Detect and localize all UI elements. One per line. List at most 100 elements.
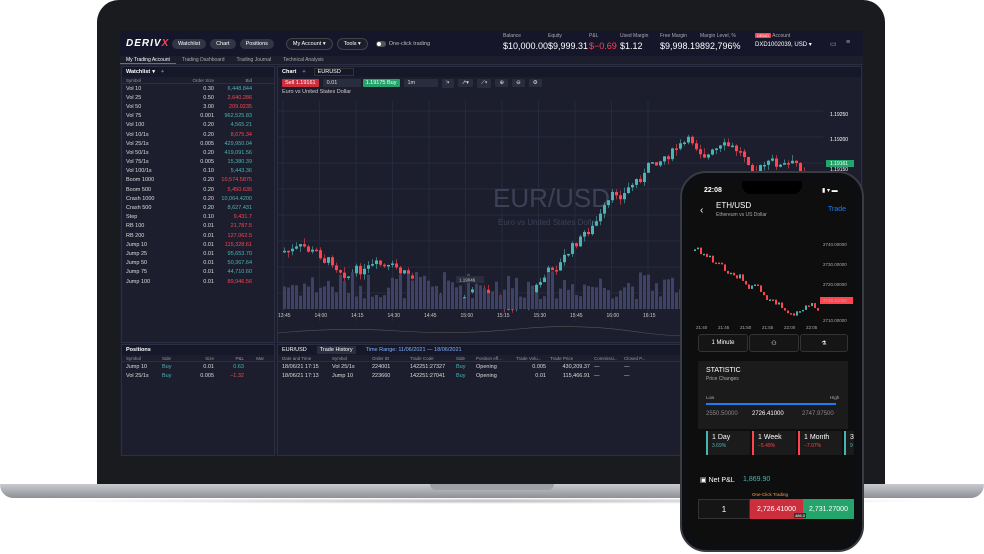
history-tab[interactable]: Trade History xyxy=(316,346,356,354)
watchlist-row[interactable]: Vol 10/1s 0.20 8,675.34 xyxy=(122,130,274,139)
volume-bar xyxy=(443,272,446,309)
draw-icon[interactable]: ⟋▾ xyxy=(476,78,492,88)
volume-bar xyxy=(315,292,318,309)
add-icon[interactable]: + xyxy=(161,69,165,75)
candle xyxy=(559,262,562,271)
candle xyxy=(643,172,646,183)
watchlist-row[interactable]: Vol 100/1s 0.10 5,443.36 xyxy=(122,167,274,176)
candle xyxy=(683,142,686,145)
phone-buy-button[interactable]: 2,731.27000 xyxy=(803,499,854,519)
watchlist-row[interactable]: Jump 50 0.01 50,367.64 xyxy=(122,259,274,268)
position-row[interactable]: Vol 25/1s Buy 0.005 −1.32 xyxy=(122,371,274,380)
watchlist-button[interactable]: Watchlist xyxy=(172,38,207,49)
watchlist-panel: Watchlist ▾ + Symbol Order Size Bid Vol 10 0.… xyxy=(121,66,275,343)
period-card[interactable]: 1 Week −5.49% xyxy=(752,431,796,455)
candlestick-chart[interactable]: EUR/USD Euro vs United States Dollar 1.190… xyxy=(278,101,862,341)
workspace-tab[interactable]: Technical Analysis xyxy=(283,57,324,63)
workspace-tab[interactable]: My Trading Account xyxy=(120,56,176,64)
layout-icon[interactable]: ▭ xyxy=(830,41,837,48)
watchlist-row[interactable]: Crash 500 0.20 8,627.431 xyxy=(122,203,274,212)
indicators-icon[interactable]: ↗▾ xyxy=(457,79,473,87)
workspace-tab[interactable]: Trading Journal xyxy=(236,57,272,63)
one-click-toggle[interactable] xyxy=(375,40,386,47)
watchlist-row[interactable]: Boom 500 0.20 5,450.635 xyxy=(122,185,274,194)
phone-candle xyxy=(766,295,768,300)
watermark: EUR/USD xyxy=(493,183,610,213)
history-tab[interactable]: Time Range: 11/06/2021 — 18/06/2021 xyxy=(365,347,462,353)
watchlist-row[interactable]: RB 100 0.01 21,787.5 xyxy=(122,222,274,231)
watchlist-row[interactable]: Vol 75/1s 0.005 15,380.39 xyxy=(122,158,274,167)
volume-bar xyxy=(615,296,618,309)
candle xyxy=(679,143,682,149)
sell-button[interactable]: Sell 1.19161 xyxy=(282,79,319,87)
phone-chart[interactable]: 2740.00000 2730.00000 2720.00000 2726.41000… xyxy=(690,221,854,331)
spacer xyxy=(659,295,662,296)
chart-symbol-input[interactable]: EURUSD xyxy=(313,68,354,76)
quantity-input[interactable]: 1 xyxy=(698,499,750,519)
period-card[interactable]: 1 Day 3.69% xyxy=(706,431,750,455)
duration-button[interactable]: 1 Minute xyxy=(698,334,748,352)
watchlist-row[interactable]: Crash 1000 0.20 10,064.4200 xyxy=(122,194,274,203)
menu-icon[interactable]: ≡ xyxy=(846,39,851,46)
positions-button[interactable]: Positions xyxy=(239,38,274,49)
history-row[interactable]: 18/06/21 17:13 Jump 10 223660 142251:27041 B… xyxy=(278,371,861,380)
watchlist-row[interactable]: Jump 75 0.01 44,710.60 xyxy=(122,268,274,277)
timeframe-select[interactable]: 1m xyxy=(403,79,438,87)
volume-bar xyxy=(455,287,458,309)
watchlist-row[interactable]: RB 200 0.01 127,062.5 xyxy=(122,231,274,240)
volume-bar xyxy=(491,291,494,309)
tools-dropdown[interactable]: Tools ▾ xyxy=(336,37,368,50)
spacer xyxy=(615,286,618,287)
phone-candle xyxy=(721,262,723,265)
candle xyxy=(299,244,302,247)
period-card[interactable]: 1 Month −7.07% xyxy=(798,431,842,455)
phone-sell-button[interactable]: 2,726.41000 xyxy=(750,499,803,519)
phone-candle xyxy=(781,302,783,309)
watchlist-row[interactable]: Vol 10 0.30 6,448.844 xyxy=(122,84,274,93)
watchlist-row[interactable]: Jump 25 0.01 95,653.70 xyxy=(122,249,274,258)
people-icon[interactable]: ⚇ xyxy=(749,334,799,352)
volume-bar xyxy=(487,293,490,309)
watchlist-row[interactable]: Jump 100 0.01 89,946.56 xyxy=(122,277,274,286)
zoom-out-icon[interactable]: ⊖ xyxy=(512,79,525,87)
my-account-dropdown[interactable]: My Account ▾ xyxy=(285,37,333,50)
volume-bar xyxy=(511,288,514,309)
watchlist-row[interactable]: Vol 100 0.20 4,565.21 xyxy=(122,121,274,130)
watchlist-row[interactable]: Vol 50/1s 0.20 419,091.56 xyxy=(122,148,274,157)
watchlist-dropdown-icon[interactable]: ▾ xyxy=(152,69,156,75)
row-size: 0.005 xyxy=(200,140,214,147)
account-box[interactable]: DEMO Account DXD1002039, USD ▾ xyxy=(755,33,812,48)
period-change: 3.69% xyxy=(712,443,727,449)
watchlist-row[interactable]: Vol 50 3.00 209.0235 xyxy=(122,102,274,111)
buy-button[interactable]: 1.19175 Buy xyxy=(362,79,400,87)
watchlist-row[interactable]: Jump 10 0.01 115,328.61 xyxy=(122,240,274,249)
history-cell: 224001 xyxy=(372,363,391,370)
back-icon[interactable]: ‹ xyxy=(700,205,704,216)
watchlist-row[interactable]: Vol 25/1s 0.005 429,950.04 xyxy=(122,139,274,148)
position-row[interactable]: Jump 10 Buy 0.01 0.63 xyxy=(122,362,274,371)
watchlist-row[interactable]: Vol 75 0.001 962,525.83 xyxy=(122,112,274,121)
chart-type-icon[interactable]: ⫶▾ xyxy=(441,78,454,88)
row-symbol: Jump 100 xyxy=(126,278,151,285)
history-row[interactable]: 18/06/21 17:15 Vol 25/1s 224001 142251:2732… xyxy=(278,362,861,371)
size-input[interactable]: 0.01 xyxy=(322,79,361,87)
volume-bar xyxy=(579,296,582,309)
flask-icon[interactable]: ⚗ xyxy=(800,334,848,352)
add-chart-icon[interactable]: + xyxy=(302,69,306,75)
watchlist-row[interactable]: Vol 25 0.50 2,640.286 xyxy=(122,93,274,102)
volume-bar xyxy=(523,297,526,309)
stat-value: 892,796% xyxy=(700,41,741,51)
zoom-in-icon[interactable]: ⊕ xyxy=(495,79,509,87)
settings-icon[interactable]: ⚙ xyxy=(528,79,542,87)
watchlist-row[interactable]: Boom 1000 0.20 10,574.5875 xyxy=(122,176,274,185)
candle xyxy=(715,148,718,151)
history-tab[interactable]: EUR/USD xyxy=(282,347,307,353)
watchlist-row[interactable]: Step 0.10 9,431.7 xyxy=(122,213,274,222)
stat-label: Used Margin xyxy=(620,33,649,39)
workspace-tab[interactable]: Trading Dashboard xyxy=(181,57,225,63)
row-size: 0.50 xyxy=(203,94,214,101)
chart-button[interactable]: Chart xyxy=(210,38,236,49)
column-header: Side xyxy=(162,355,172,361)
phone-trade-link[interactable]: Trade xyxy=(828,206,847,213)
